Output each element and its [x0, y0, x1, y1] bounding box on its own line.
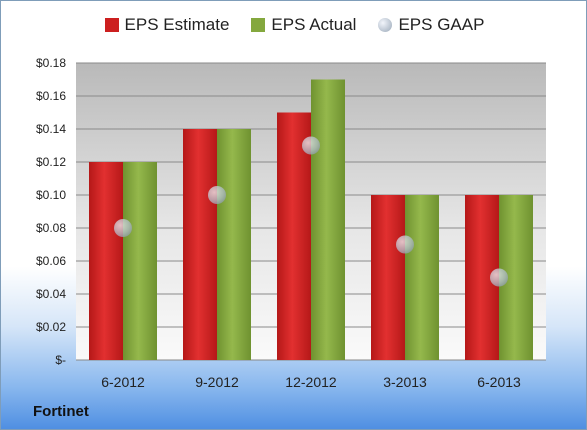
bar-eps-estimate — [277, 112, 311, 360]
point-eps-gaap — [114, 219, 132, 237]
legend-label-gaap: EPS GAAP — [398, 15, 485, 34]
chart-legend: EPS Estimate EPS Actual EPS GAAP — [1, 15, 586, 35]
bar-eps-actual — [217, 129, 251, 360]
x-tick-label: 9-2012 — [195, 374, 239, 390]
legend-item-gaap: EPS GAAP — [378, 15, 484, 35]
legend-label-actual: EPS Actual — [271, 15, 357, 34]
point-eps-gaap — [208, 186, 226, 204]
point-eps-gaap — [490, 268, 508, 287]
bar-eps-actual — [405, 195, 439, 360]
y-tick-label: $0.06 — [36, 254, 66, 268]
legend-swatch-actual — [251, 18, 266, 32]
point-eps-gaap — [396, 235, 414, 254]
x-tick-label: 12-2012 — [285, 374, 337, 390]
company-name: Fortinet — [33, 403, 89, 420]
y-tick-label: $0.18 — [36, 56, 66, 70]
point-eps-gaap — [302, 136, 320, 155]
bar-eps-estimate — [183, 129, 217, 360]
y-tick-label: $0.14 — [36, 122, 66, 136]
y-tick-label: $0.16 — [36, 89, 66, 103]
y-tick-label: $0.10 — [36, 188, 66, 202]
x-tick-label: 6-2012 — [101, 374, 145, 390]
bar-eps-actual — [311, 79, 345, 360]
y-tick-label: $- — [55, 353, 66, 367]
y-tick-label: $0.12 — [36, 155, 66, 169]
bar-eps-estimate — [89, 162, 123, 360]
bar-eps-actual — [123, 162, 157, 360]
y-tick-label: $0.04 — [36, 287, 66, 301]
legend-label-estimate: EPS Estimate — [124, 15, 230, 34]
y-tick-label: $0.08 — [36, 221, 66, 235]
y-tick-label: $0.02 — [36, 320, 66, 334]
legend-swatch-estimate — [104, 18, 119, 32]
bar-eps-estimate — [371, 195, 405, 360]
x-tick-label: 6-2013 — [477, 374, 521, 390]
legend-swatch-gaap — [378, 18, 393, 32]
legend-item-estimate: EPS Estimate — [104, 15, 230, 35]
x-tick-label: 3-2013 — [383, 374, 427, 390]
legend-item-actual: EPS Actual — [251, 15, 356, 35]
